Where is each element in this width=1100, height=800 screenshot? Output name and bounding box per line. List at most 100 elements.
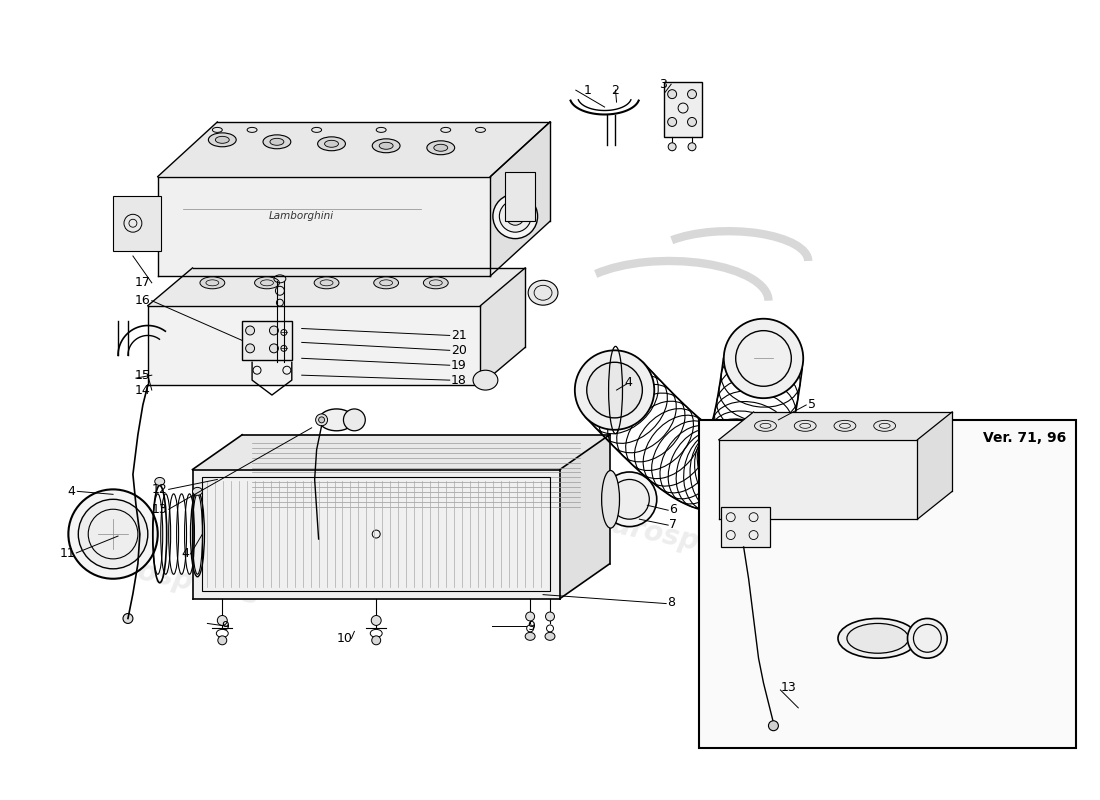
- Ellipse shape: [769, 721, 779, 730]
- Text: Ver. 71, 96: Ver. 71, 96: [983, 430, 1066, 445]
- Ellipse shape: [123, 614, 133, 623]
- Ellipse shape: [270, 138, 284, 146]
- Ellipse shape: [525, 632, 535, 640]
- Polygon shape: [560, 434, 609, 598]
- Ellipse shape: [270, 326, 278, 335]
- Ellipse shape: [379, 142, 393, 150]
- Polygon shape: [718, 440, 917, 519]
- Polygon shape: [192, 434, 609, 470]
- Bar: [242, 321, 292, 360]
- Polygon shape: [147, 268, 525, 306]
- Ellipse shape: [208, 133, 236, 146]
- Ellipse shape: [192, 487, 202, 495]
- Ellipse shape: [372, 636, 381, 645]
- Ellipse shape: [528, 280, 558, 305]
- Ellipse shape: [609, 479, 649, 519]
- Text: 16: 16: [135, 294, 151, 307]
- Text: 7: 7: [669, 518, 678, 530]
- Text: Lamborghini: Lamborghini: [270, 211, 334, 222]
- Ellipse shape: [216, 136, 229, 143]
- Bar: [720, 507, 770, 547]
- Ellipse shape: [316, 414, 328, 426]
- Ellipse shape: [315, 277, 339, 289]
- Ellipse shape: [908, 618, 947, 658]
- Ellipse shape: [343, 409, 365, 430]
- Text: 2: 2: [612, 84, 619, 97]
- Text: eurospares: eurospares: [84, 547, 262, 610]
- Text: 13: 13: [152, 502, 167, 516]
- Ellipse shape: [245, 326, 254, 335]
- Ellipse shape: [427, 141, 454, 154]
- Ellipse shape: [254, 277, 279, 289]
- Text: 21: 21: [451, 329, 466, 342]
- Text: 14: 14: [135, 383, 151, 397]
- Text: 10: 10: [337, 632, 352, 645]
- Text: 5: 5: [808, 398, 816, 411]
- Ellipse shape: [155, 478, 165, 486]
- Text: eurospares: eurospares: [392, 527, 569, 591]
- Ellipse shape: [602, 472, 657, 526]
- Ellipse shape: [688, 142, 696, 150]
- Ellipse shape: [499, 200, 531, 232]
- Ellipse shape: [473, 370, 498, 390]
- Bar: [202, 478, 550, 590]
- Ellipse shape: [245, 344, 254, 353]
- Text: 4: 4: [182, 547, 189, 561]
- Ellipse shape: [506, 207, 525, 226]
- Bar: [505, 171, 535, 222]
- Bar: [664, 82, 702, 137]
- Ellipse shape: [318, 137, 345, 150]
- Ellipse shape: [78, 499, 147, 569]
- Text: 20: 20: [451, 344, 466, 357]
- Ellipse shape: [372, 615, 382, 626]
- Bar: [698, 420, 1076, 747]
- Ellipse shape: [424, 277, 448, 289]
- Text: 19: 19: [451, 358, 466, 372]
- Ellipse shape: [847, 623, 909, 654]
- Text: 17: 17: [135, 276, 151, 290]
- Ellipse shape: [324, 140, 339, 147]
- Text: 9: 9: [527, 620, 535, 633]
- Text: 9: 9: [221, 620, 229, 633]
- Ellipse shape: [546, 612, 554, 621]
- Ellipse shape: [688, 90, 696, 98]
- Polygon shape: [157, 177, 491, 276]
- Text: 18: 18: [451, 374, 466, 386]
- Ellipse shape: [602, 470, 619, 528]
- Ellipse shape: [433, 144, 448, 151]
- Ellipse shape: [372, 139, 400, 153]
- Polygon shape: [157, 122, 550, 177]
- Bar: [113, 197, 161, 251]
- Ellipse shape: [374, 277, 398, 289]
- Ellipse shape: [218, 615, 228, 626]
- Text: 4: 4: [67, 485, 75, 498]
- Ellipse shape: [838, 618, 917, 658]
- Ellipse shape: [688, 118, 696, 126]
- Polygon shape: [481, 268, 525, 385]
- Ellipse shape: [586, 362, 642, 418]
- Text: 15: 15: [135, 369, 151, 382]
- Text: 1: 1: [584, 84, 592, 97]
- Ellipse shape: [319, 409, 354, 430]
- Text: 3: 3: [659, 78, 667, 90]
- Text: 8: 8: [668, 596, 675, 609]
- Ellipse shape: [493, 194, 538, 238]
- Ellipse shape: [724, 318, 803, 398]
- Text: 4: 4: [625, 376, 632, 389]
- Ellipse shape: [668, 142, 676, 150]
- Ellipse shape: [200, 277, 224, 289]
- Ellipse shape: [68, 490, 157, 578]
- Ellipse shape: [668, 90, 676, 98]
- Ellipse shape: [263, 135, 290, 149]
- Polygon shape: [147, 306, 481, 385]
- Text: 12: 12: [152, 483, 167, 496]
- Polygon shape: [192, 470, 560, 598]
- Polygon shape: [917, 412, 953, 519]
- Text: 13: 13: [780, 682, 796, 694]
- Ellipse shape: [544, 632, 556, 640]
- Text: eurospares: eurospares: [163, 309, 341, 372]
- Ellipse shape: [218, 636, 227, 645]
- Text: 6: 6: [669, 502, 676, 516]
- Ellipse shape: [668, 118, 676, 126]
- Ellipse shape: [575, 350, 654, 430]
